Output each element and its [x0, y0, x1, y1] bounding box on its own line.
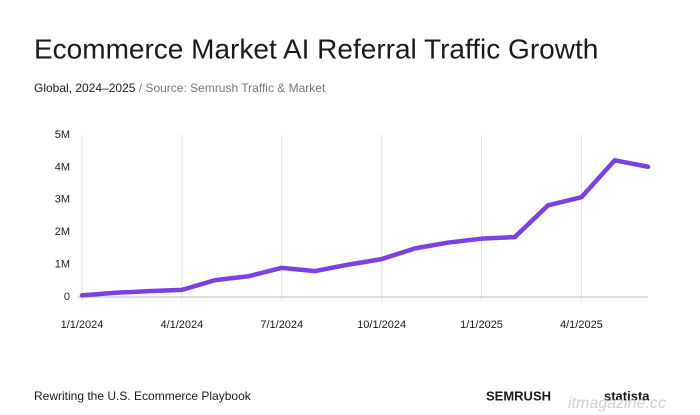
- x-tick-label: 1/1/2024: [61, 319, 104, 331]
- y-tick-label: 4M: [55, 161, 70, 173]
- x-tick-label: 4/1/2024: [160, 319, 203, 331]
- footer: Rewriting the U.S. Ecommerce Playbook: [34, 389, 252, 403]
- source-label: / Source:: [139, 81, 187, 95]
- x-tick-label: 10/1/2024: [357, 319, 406, 331]
- chart-title: Ecommerce Market AI Referral Traffic Gro…: [34, 33, 598, 64]
- y-tick-label: 0: [64, 291, 70, 303]
- x-tick-label: 4/1/2025: [560, 319, 603, 331]
- logo: statista: [604, 388, 650, 403]
- source: Semrush Traffic & Market: [190, 81, 326, 95]
- logo: SEMRUSH: [486, 388, 551, 403]
- x-tick-label: 1/1/2025: [460, 319, 503, 331]
- line-series: [79, 158, 651, 298]
- subtitle: Global, 2024–2025 / Source: Semrush Traf…: [34, 81, 326, 95]
- y-tick-label: 5M: [55, 129, 70, 141]
- y-tick-label: 2M: [55, 226, 70, 238]
- subtitle-text: Global, 2024–2025: [34, 81, 136, 95]
- x-tick-label: 7/1/2024: [260, 319, 303, 331]
- watermark: itmagazine.cc: [568, 395, 666, 412]
- y-tick-label: 1M: [55, 259, 70, 271]
- y-tick-label: 3M: [55, 194, 70, 206]
